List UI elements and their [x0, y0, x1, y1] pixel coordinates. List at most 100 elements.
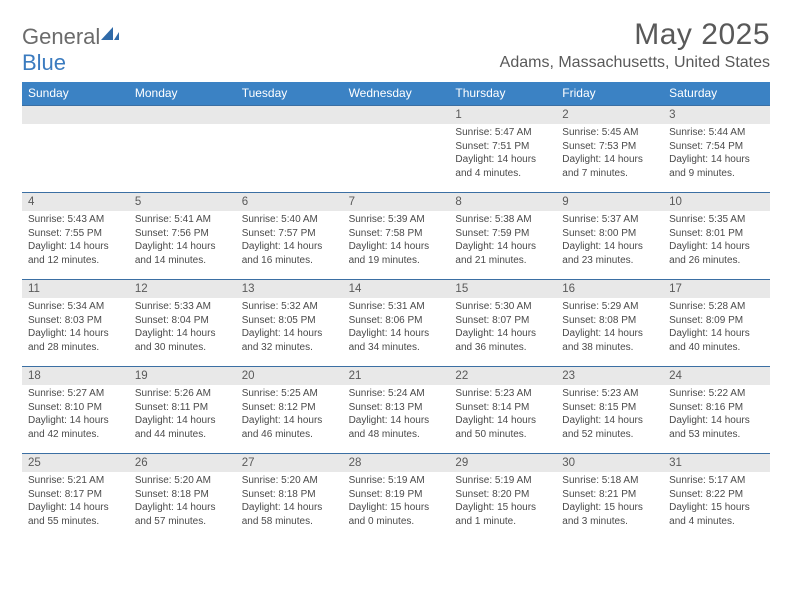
day-cell: 24Sunrise: 5:22 AMSunset: 8:16 PMDayligh…: [663, 367, 770, 453]
day-details: Sunrise: 5:18 AMSunset: 8:21 PMDaylight:…: [556, 472, 663, 532]
day-number: 31: [663, 454, 770, 472]
day-details: Sunrise: 5:33 AMSunset: 8:04 PMDaylight:…: [129, 298, 236, 358]
day-details: Sunrise: 5:21 AMSunset: 8:17 PMDaylight:…: [22, 472, 129, 532]
day-number: 10: [663, 193, 770, 211]
brand-part1: General: [22, 24, 100, 49]
day-number: 8: [449, 193, 556, 211]
day-details: Sunrise: 5:23 AMSunset: 8:15 PMDaylight:…: [556, 385, 663, 445]
day-number: 19: [129, 367, 236, 385]
day-cell: 1Sunrise: 5:47 AMSunset: 7:51 PMDaylight…: [449, 106, 556, 192]
week-row: 18Sunrise: 5:27 AMSunset: 8:10 PMDayligh…: [22, 366, 770, 453]
day-cell: [236, 106, 343, 192]
day-details: Sunrise: 5:20 AMSunset: 8:18 PMDaylight:…: [236, 472, 343, 532]
day-cell: 18Sunrise: 5:27 AMSunset: 8:10 PMDayligh…: [22, 367, 129, 453]
day-cell: 19Sunrise: 5:26 AMSunset: 8:11 PMDayligh…: [129, 367, 236, 453]
day-number: 16: [556, 280, 663, 298]
day-cell: 23Sunrise: 5:23 AMSunset: 8:15 PMDayligh…: [556, 367, 663, 453]
day-details: Sunrise: 5:30 AMSunset: 8:07 PMDaylight:…: [449, 298, 556, 358]
day-number: 18: [22, 367, 129, 385]
week-row: 25Sunrise: 5:21 AMSunset: 8:17 PMDayligh…: [22, 453, 770, 540]
day-details: Sunrise: 5:43 AMSunset: 7:55 PMDaylight:…: [22, 211, 129, 271]
day-details: Sunrise: 5:38 AMSunset: 7:59 PMDaylight:…: [449, 211, 556, 271]
day-details: Sunrise: 5:25 AMSunset: 8:12 PMDaylight:…: [236, 385, 343, 445]
day-cell: 27Sunrise: 5:20 AMSunset: 8:18 PMDayligh…: [236, 454, 343, 540]
day-cell: 17Sunrise: 5:28 AMSunset: 8:09 PMDayligh…: [663, 280, 770, 366]
day-number: 7: [343, 193, 450, 211]
calendar-body: 1Sunrise: 5:47 AMSunset: 7:51 PMDaylight…: [22, 105, 770, 540]
day-number: 30: [556, 454, 663, 472]
day-number: [22, 106, 129, 124]
day-cell: 13Sunrise: 5:32 AMSunset: 8:05 PMDayligh…: [236, 280, 343, 366]
weekday-header: Tuesday: [236, 82, 343, 105]
day-details: Sunrise: 5:37 AMSunset: 8:00 PMDaylight:…: [556, 211, 663, 271]
week-row: 11Sunrise: 5:34 AMSunset: 8:03 PMDayligh…: [22, 279, 770, 366]
day-details: Sunrise: 5:32 AMSunset: 8:05 PMDaylight:…: [236, 298, 343, 358]
day-details: Sunrise: 5:29 AMSunset: 8:08 PMDaylight:…: [556, 298, 663, 358]
brand-text: GeneralBlue: [22, 24, 119, 76]
day-number: 21: [343, 367, 450, 385]
day-number: 28: [343, 454, 450, 472]
day-number: 22: [449, 367, 556, 385]
day-cell: 9Sunrise: 5:37 AMSunset: 8:00 PMDaylight…: [556, 193, 663, 279]
day-number: 23: [556, 367, 663, 385]
day-number: 27: [236, 454, 343, 472]
weekday-header: Saturday: [663, 82, 770, 105]
day-number: 13: [236, 280, 343, 298]
day-details: Sunrise: 5:44 AMSunset: 7:54 PMDaylight:…: [663, 124, 770, 184]
day-number: 24: [663, 367, 770, 385]
day-cell: [129, 106, 236, 192]
day-number: 2: [556, 106, 663, 124]
day-cell: [22, 106, 129, 192]
day-cell: [343, 106, 450, 192]
day-details: Sunrise: 5:28 AMSunset: 8:09 PMDaylight:…: [663, 298, 770, 358]
day-details: Sunrise: 5:41 AMSunset: 7:56 PMDaylight:…: [129, 211, 236, 271]
weekday-header: Sunday: [22, 82, 129, 105]
day-details: Sunrise: 5:45 AMSunset: 7:53 PMDaylight:…: [556, 124, 663, 184]
day-details: Sunrise: 5:17 AMSunset: 8:22 PMDaylight:…: [663, 472, 770, 532]
day-cell: 15Sunrise: 5:30 AMSunset: 8:07 PMDayligh…: [449, 280, 556, 366]
day-number: 12: [129, 280, 236, 298]
day-details: Sunrise: 5:23 AMSunset: 8:14 PMDaylight:…: [449, 385, 556, 445]
day-details: Sunrise: 5:47 AMSunset: 7:51 PMDaylight:…: [449, 124, 556, 184]
day-number: 1: [449, 106, 556, 124]
day-details: Sunrise: 5:31 AMSunset: 8:06 PMDaylight:…: [343, 298, 450, 358]
brand-logo: GeneralBlue: [22, 18, 119, 76]
day-details: Sunrise: 5:24 AMSunset: 8:13 PMDaylight:…: [343, 385, 450, 445]
day-cell: 14Sunrise: 5:31 AMSunset: 8:06 PMDayligh…: [343, 280, 450, 366]
day-number: 25: [22, 454, 129, 472]
day-cell: 20Sunrise: 5:25 AMSunset: 8:12 PMDayligh…: [236, 367, 343, 453]
weekday-header: Monday: [129, 82, 236, 105]
day-details: Sunrise: 5:19 AMSunset: 8:19 PMDaylight:…: [343, 472, 450, 532]
day-cell: 4Sunrise: 5:43 AMSunset: 7:55 PMDaylight…: [22, 193, 129, 279]
day-details: Sunrise: 5:19 AMSunset: 8:20 PMDaylight:…: [449, 472, 556, 532]
page-header: GeneralBlue May 2025 Adams, Massachusett…: [22, 18, 770, 76]
day-cell: 28Sunrise: 5:19 AMSunset: 8:19 PMDayligh…: [343, 454, 450, 540]
location-text: Adams, Massachusetts, United States: [500, 54, 770, 72]
calendar: SundayMondayTuesdayWednesdayThursdayFrid…: [22, 82, 770, 540]
day-number: [129, 106, 236, 124]
weekday-header-row: SundayMondayTuesdayWednesdayThursdayFrid…: [22, 82, 770, 105]
sail-icon: [101, 20, 119, 34]
day-cell: 8Sunrise: 5:38 AMSunset: 7:59 PMDaylight…: [449, 193, 556, 279]
day-cell: 11Sunrise: 5:34 AMSunset: 8:03 PMDayligh…: [22, 280, 129, 366]
day-cell: 16Sunrise: 5:29 AMSunset: 8:08 PMDayligh…: [556, 280, 663, 366]
day-number: 3: [663, 106, 770, 124]
day-cell: 29Sunrise: 5:19 AMSunset: 8:20 PMDayligh…: [449, 454, 556, 540]
day-cell: 21Sunrise: 5:24 AMSunset: 8:13 PMDayligh…: [343, 367, 450, 453]
day-cell: 10Sunrise: 5:35 AMSunset: 8:01 PMDayligh…: [663, 193, 770, 279]
brand-part2: Blue: [22, 50, 66, 75]
day-cell: 30Sunrise: 5:18 AMSunset: 8:21 PMDayligh…: [556, 454, 663, 540]
day-number: [343, 106, 450, 124]
day-cell: 31Sunrise: 5:17 AMSunset: 8:22 PMDayligh…: [663, 454, 770, 540]
month-title: May 2025: [500, 18, 770, 52]
day-number: 17: [663, 280, 770, 298]
weekday-header: Friday: [556, 82, 663, 105]
day-details: Sunrise: 5:35 AMSunset: 8:01 PMDaylight:…: [663, 211, 770, 271]
weekday-header: Thursday: [449, 82, 556, 105]
day-number: 6: [236, 193, 343, 211]
day-cell: 6Sunrise: 5:40 AMSunset: 7:57 PMDaylight…: [236, 193, 343, 279]
week-row: 4Sunrise: 5:43 AMSunset: 7:55 PMDaylight…: [22, 192, 770, 279]
title-block: May 2025 Adams, Massachusetts, United St…: [500, 18, 770, 72]
day-details: Sunrise: 5:20 AMSunset: 8:18 PMDaylight:…: [129, 472, 236, 532]
day-cell: 25Sunrise: 5:21 AMSunset: 8:17 PMDayligh…: [22, 454, 129, 540]
